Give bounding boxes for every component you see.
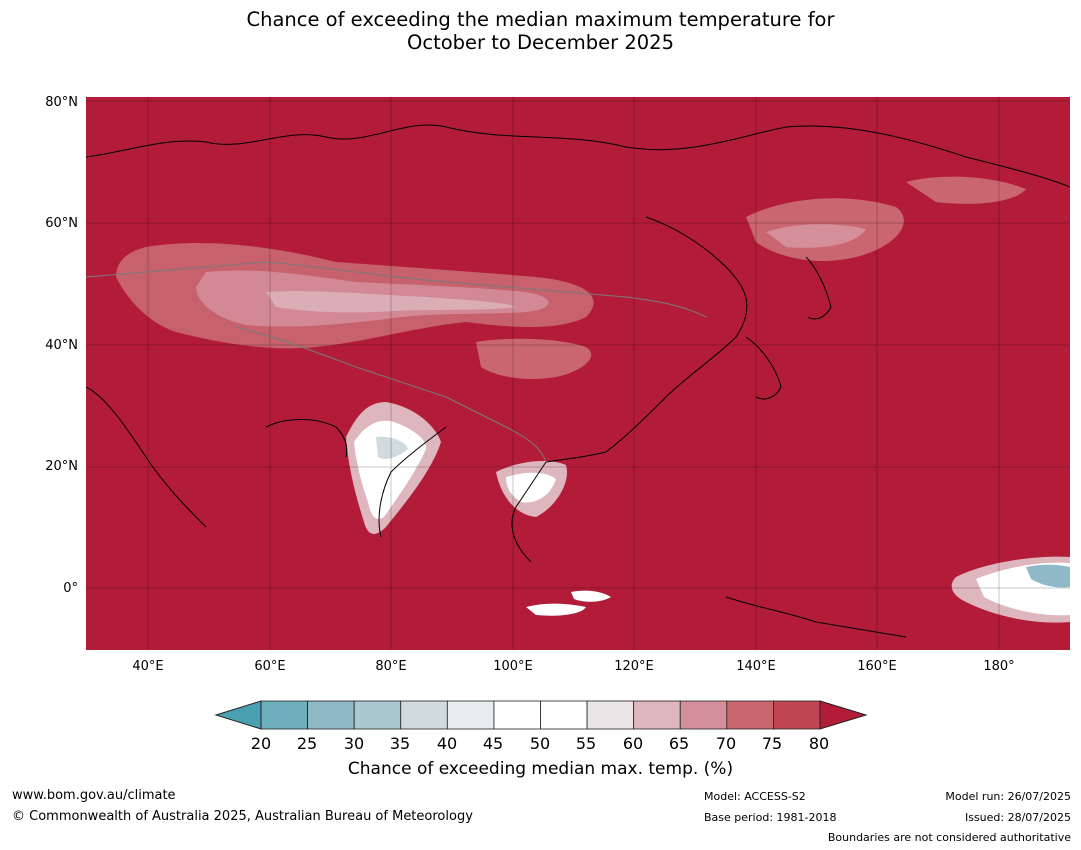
colorbar-box — [353, 700, 402, 730]
cb-tick-75: 75 — [761, 734, 783, 753]
model-run-text: Model run: 26/07/2025 — [945, 790, 1071, 803]
cb-tick-60: 60 — [622, 734, 644, 753]
colorbar-box — [260, 700, 308, 730]
lat-label-40n: 40°N — [45, 338, 78, 353]
lon-label-60e: 60°E — [254, 659, 286, 674]
lat-label-20n: 20°N — [45, 459, 78, 474]
colorbar-box — [726, 700, 774, 730]
lat-label-0: 0° — [63, 581, 78, 596]
colorbar-boxes — [260, 700, 821, 730]
base-period-text: Base period: 1981-2018 — [704, 811, 837, 824]
lon-label-160e: 160°E — [857, 659, 897, 674]
title-line-2: October to December 2025 — [407, 31, 674, 54]
cb-tick-70: 70 — [715, 734, 737, 753]
colorbar-box — [679, 700, 728, 730]
cb-tick-30: 30 — [343, 734, 365, 753]
coastlines — [86, 124, 1070, 638]
lon-label-140e: 140°E — [736, 659, 776, 674]
disclaimer-text: Boundaries are not considered authoritat… — [827, 831, 1071, 844]
cb-tick-40: 40 — [436, 734, 458, 753]
colorbar-lower-arrow — [214, 700, 262, 730]
colorbar-upper-arrow — [819, 700, 868, 730]
cb-tick-20: 20 — [250, 734, 272, 753]
colorbar-box — [307, 700, 355, 730]
copyright-text: © Commonwealth of Australia 2025, Austra… — [12, 809, 473, 824]
colorbar-box — [493, 700, 541, 730]
colorbar-title: Chance of exceeding median max. temp. (%… — [347, 759, 734, 779]
colorbar-box — [633, 700, 681, 730]
map-background — [86, 97, 1070, 650]
colorbar-box — [540, 700, 588, 730]
lat-label-80n: 80°N — [45, 95, 78, 110]
colorbar — [214, 700, 868, 730]
lon-label-120e: 120°E — [614, 659, 654, 674]
graticule — [86, 97, 1070, 650]
colorbar-box — [586, 700, 635, 730]
cb-tick-35: 35 — [389, 734, 411, 753]
cb-tick-50: 50 — [529, 734, 551, 753]
india-anomaly — [346, 402, 441, 534]
lon-label-100e: 100°E — [493, 659, 533, 674]
map-area — [86, 97, 1070, 650]
cb-tick-25: 25 — [296, 734, 318, 753]
borders — [86, 261, 707, 463]
model-text: Model: ACCESS-S2 — [704, 790, 806, 803]
website-link[interactable]: www.bom.gov.au/climate — [12, 788, 176, 803]
title-line-1: Chance of exceeding the median maximum t… — [246, 8, 835, 31]
lon-label-40e: 40°E — [132, 659, 164, 674]
cb-tick-80: 80 — [808, 734, 830, 753]
central-asia-anomaly — [116, 242, 594, 349]
pacific-anomaly — [951, 556, 1070, 623]
map-title: Chance of exceeding the median maximum t… — [0, 8, 1081, 54]
colorbar-box — [446, 700, 495, 730]
colorbar-box — [400, 700, 448, 730]
lon-label-80e: 80°E — [375, 659, 407, 674]
probability-map — [86, 97, 1070, 650]
issued-text: Issued: 28/07/2025 — [964, 811, 1071, 824]
cb-tick-45: 45 — [482, 734, 504, 753]
cb-tick-65: 65 — [668, 734, 690, 753]
east-asia-anomaly — [476, 176, 1026, 379]
colorbar-box — [773, 700, 821, 730]
lat-label-60n: 60°N — [45, 216, 78, 231]
southeast-asia-anomaly — [496, 461, 611, 616]
lon-label-180: 180° — [983, 659, 1015, 674]
cb-tick-55: 55 — [575, 734, 597, 753]
